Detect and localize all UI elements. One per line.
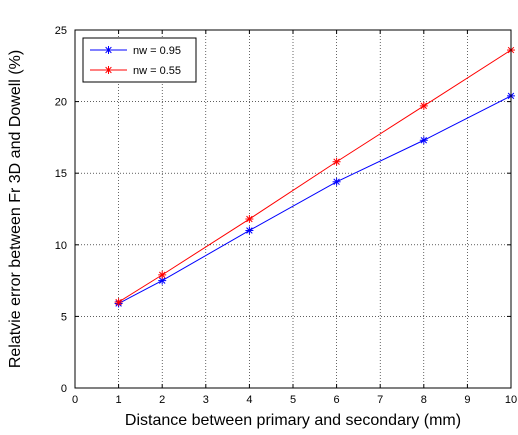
x-axis-label: Distance between primary and secondary (… bbox=[125, 412, 461, 429]
x-tick-label: 9 bbox=[464, 394, 470, 406]
legend-box bbox=[82, 37, 197, 83]
series-line-1 bbox=[118, 49, 512, 303]
y-tick-label: 15 bbox=[55, 168, 67, 180]
legend: nw = 0.95 nw = 0.55 bbox=[82, 37, 197, 83]
y-tick-label: 5 bbox=[61, 311, 67, 323]
data-point bbox=[158, 276, 167, 285]
x-tick-label: 8 bbox=[421, 394, 427, 406]
y-axis: 0 5 10 15 20 25 bbox=[55, 25, 511, 395]
legend-label-nw-095: nw = 0.95 bbox=[133, 45, 181, 57]
x-tick-label: 2 bbox=[159, 394, 165, 406]
y-tick-label: 0 bbox=[61, 383, 67, 395]
x-tick-label: 5 bbox=[290, 394, 296, 406]
plot-frame bbox=[74, 29, 512, 389]
data-point bbox=[332, 177, 341, 186]
x-tick-label: 1 bbox=[116, 394, 122, 406]
y-tick-label: 10 bbox=[55, 240, 67, 252]
data-point bbox=[332, 157, 341, 166]
x-tick-label: 6 bbox=[334, 394, 340, 406]
series-line-0 bbox=[118, 95, 512, 304]
legend-marker-nw-095 bbox=[104, 46, 113, 54]
y-tick-label: 20 bbox=[55, 97, 67, 109]
legend-marker-nw-055 bbox=[104, 66, 113, 74]
data-point bbox=[245, 226, 254, 235]
x-tick-label: 4 bbox=[246, 394, 252, 406]
data-point bbox=[419, 101, 428, 110]
data-point bbox=[158, 270, 167, 279]
x-axis: 0 1 2 3 4 5 6 7 8 9 10 bbox=[72, 30, 517, 406]
x-tick-label: 0 bbox=[72, 394, 78, 406]
data-point bbox=[419, 136, 428, 145]
legend-label-nw-055: nw = 0.55 bbox=[133, 65, 181, 77]
x-tick-label: 3 bbox=[203, 394, 209, 406]
y-tick-label: 25 bbox=[55, 25, 67, 37]
plot-area bbox=[74, 29, 512, 389]
x-tick-label: 10 bbox=[505, 394, 517, 406]
data-point bbox=[245, 215, 254, 224]
grid bbox=[75, 30, 511, 388]
x-tick-label: 7 bbox=[377, 394, 383, 406]
y-axis-label: Relatvie error between Fr 3D and Dowell … bbox=[7, 50, 24, 368]
data-point bbox=[114, 298, 123, 307]
series-group bbox=[114, 46, 515, 308]
